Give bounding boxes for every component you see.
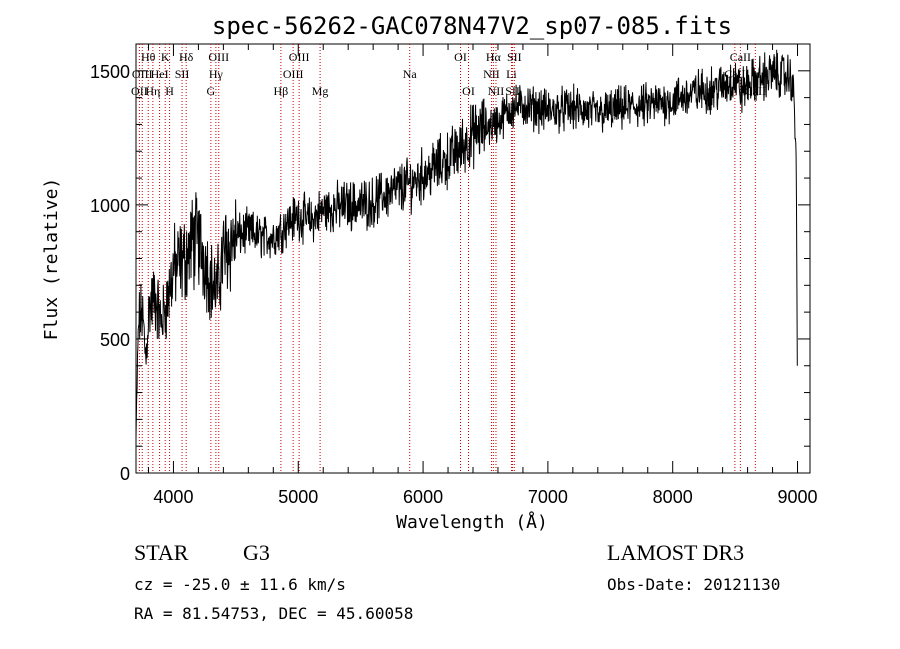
line-label: H (165, 84, 174, 98)
line-label: OIII (208, 50, 229, 64)
spectrum-series (135, 49, 798, 438)
object-subclass: G3 (243, 540, 270, 565)
line-label: OIII (289, 50, 310, 64)
y-axis-label: Flux (relative) (41, 178, 62, 341)
line-label: Hη (145, 84, 160, 98)
y-tick-label: 1000 (90, 196, 130, 216)
line-label: OIII (283, 67, 304, 81)
line-markers (138, 44, 756, 473)
line-label: Mg (312, 84, 329, 98)
coordinates: RA = 81.54753, DEC = 45.60058 (134, 604, 413, 623)
line-label: NII (488, 84, 505, 98)
redshift-velocity: cz = -25.0 ± 11.6 km/s (134, 575, 346, 594)
line-label: SII (175, 67, 190, 81)
x-tick-label: 7000 (528, 487, 568, 507)
line-label: OII (131, 84, 148, 98)
survey-name: LAMOST DR3 (607, 540, 744, 565)
line-label: Hα (486, 50, 502, 64)
y-tick-label: 0 (120, 464, 130, 484)
line-label: G (207, 84, 216, 98)
line-label: Hδ (179, 50, 194, 64)
x-axis-label: Wavelength (Å) (396, 511, 548, 533)
line-label: CaII (730, 50, 751, 64)
spectrum-line (135, 49, 798, 438)
line-label: K (161, 50, 170, 64)
chart-title: spec-56262-GAC078N47V2_sp07-085.fits (212, 12, 732, 40)
line-label: SII (505, 84, 520, 98)
tick-labels: 4000 5000 6000 7000 8000 9000 0 500 1000 1500 (90, 62, 818, 507)
line-label: CaII (724, 67, 745, 81)
x-tick-label: 9000 (777, 487, 817, 507)
line-label: Hγ (209, 67, 224, 81)
line-label: NII (483, 67, 500, 81)
line-label: OI (454, 50, 467, 64)
object-class: STAR (134, 540, 189, 565)
line-label: OIII (132, 67, 153, 81)
line-label: SII (507, 50, 522, 64)
y-tick-label: 1500 (90, 62, 130, 82)
x-tick-label: 5000 (278, 487, 318, 507)
observation-date: Obs-Date: 20121130 (607, 575, 780, 594)
line-label: CaII (745, 84, 766, 98)
line-label: Hβ (274, 84, 289, 98)
x-tick-label: 8000 (653, 487, 693, 507)
x-tick-label: 6000 (403, 487, 443, 507)
line-label: Hθ (141, 50, 156, 64)
line-label: HeI (151, 67, 169, 81)
line-label: Na (403, 67, 418, 81)
line-label: OI (462, 84, 475, 98)
x-tick-label: 4000 (153, 487, 193, 507)
line-label: Li (506, 67, 517, 81)
y-tick-label: 500 (100, 330, 130, 350)
